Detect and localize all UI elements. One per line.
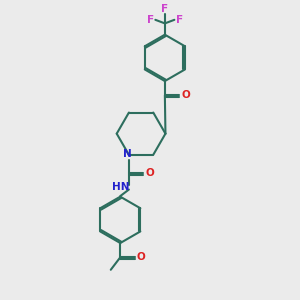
Text: O: O xyxy=(181,90,190,100)
Text: F: F xyxy=(176,15,183,25)
Text: F: F xyxy=(161,4,168,14)
Text: HN: HN xyxy=(112,182,129,192)
Text: N: N xyxy=(123,148,132,159)
Text: O: O xyxy=(145,168,154,178)
Text: O: O xyxy=(137,252,146,262)
Text: F: F xyxy=(147,15,154,25)
